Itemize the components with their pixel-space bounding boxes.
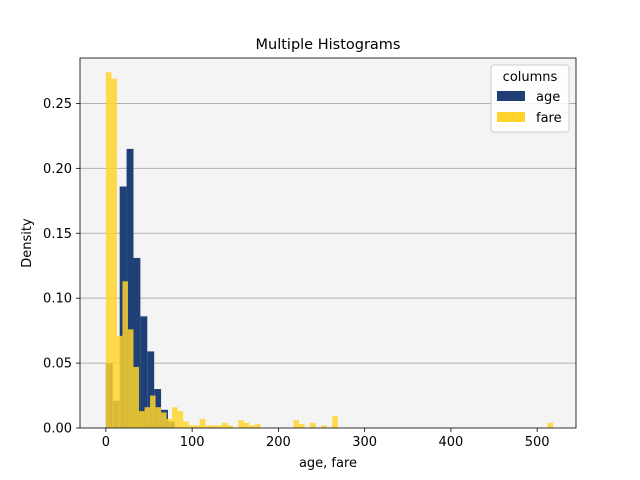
histogram-bar-fare — [194, 425, 200, 428]
histogram-bar-fare — [116, 335, 123, 428]
histogram-bar-fare — [122, 281, 128, 428]
histogram-bar-fare — [161, 412, 167, 428]
histogram-bar-fare — [177, 411, 184, 428]
histogram-bar-fare — [150, 395, 156, 428]
x-axis-label: age, fare — [299, 456, 357, 471]
y-tick-label: 0.25 — [43, 97, 72, 112]
y-tick-label: 0.00 — [43, 422, 72, 437]
legend-label-age: age — [536, 90, 560, 105]
histogram-bar-fare — [172, 407, 178, 428]
x-tick-label: 200 — [266, 435, 291, 450]
histogram-bar-fare — [210, 425, 217, 428]
histogram-bar-fare — [139, 411, 145, 428]
histogram-bar-fare — [216, 425, 222, 428]
histogram-bar-age — [140, 316, 148, 428]
histogram-bar-fare — [188, 425, 195, 428]
histogram-bar-fare — [127, 329, 134, 428]
histogram-bar-fare — [238, 420, 244, 428]
histogram-bar-age — [133, 257, 141, 428]
y-axis-label: Density — [20, 218, 35, 268]
x-tick-label: 300 — [352, 435, 377, 450]
histogram-bar-fare — [249, 425, 255, 428]
y-tick-label: 0.20 — [43, 162, 72, 177]
x-axis-ticks: 0 100 200 300 400 500 — [102, 428, 550, 450]
histogram-bar-fare — [199, 418, 206, 428]
y-tick-label: 0.15 — [43, 227, 72, 242]
histogram-bar-fare — [227, 425, 233, 428]
histogram-bar-fare — [547, 422, 554, 428]
histogram-bar-fare — [221, 422, 228, 428]
y-tick-label: 0.05 — [43, 357, 72, 372]
plot-frame — [79, 57, 577, 429]
legend: columns age fare — [490, 64, 570, 133]
legend-swatch-age — [497, 91, 525, 101]
histogram-bar-fare — [133, 366, 140, 428]
x-tick-label: 400 — [439, 435, 464, 450]
histogram-bar-fare — [111, 78, 117, 429]
legend-title: columns — [503, 70, 558, 85]
histogram-bar-age — [147, 351, 155, 428]
histogram-bar-fare — [254, 424, 261, 428]
histogram-bar-fare — [155, 407, 162, 428]
legend-label-fare: fare — [536, 111, 562, 126]
histogram-bar-fare — [293, 420, 300, 428]
x-tick-label: 500 — [525, 435, 550, 450]
x-tick-label: 0 — [102, 435, 110, 450]
histogram-bar-fare — [243, 422, 250, 428]
histogram-bar-fare — [321, 425, 327, 428]
histogram-bar-fare — [310, 422, 316, 428]
histogram-bar-age — [126, 148, 134, 428]
chart-title: Multiple Histograms — [256, 37, 401, 53]
histogram-bar-fare — [166, 418, 173, 428]
x-tick-label: 100 — [180, 435, 205, 450]
histogram-bar-fare — [105, 72, 112, 428]
histogram-bar-fare — [299, 424, 305, 428]
histogram-bar-fare — [205, 425, 211, 428]
histogram-bar-fare — [144, 407, 151, 428]
y-tick-label: 0.10 — [43, 292, 72, 307]
histogram-bars — [105, 72, 554, 429]
y-axis-ticks: 0.00 0.05 0.10 0.15 0.20 0.25 — [43, 97, 80, 437]
histogram-bar-fare — [183, 421, 189, 428]
histogram-bar-fare — [332, 416, 338, 428]
legend-swatch-fare — [497, 112, 525, 122]
